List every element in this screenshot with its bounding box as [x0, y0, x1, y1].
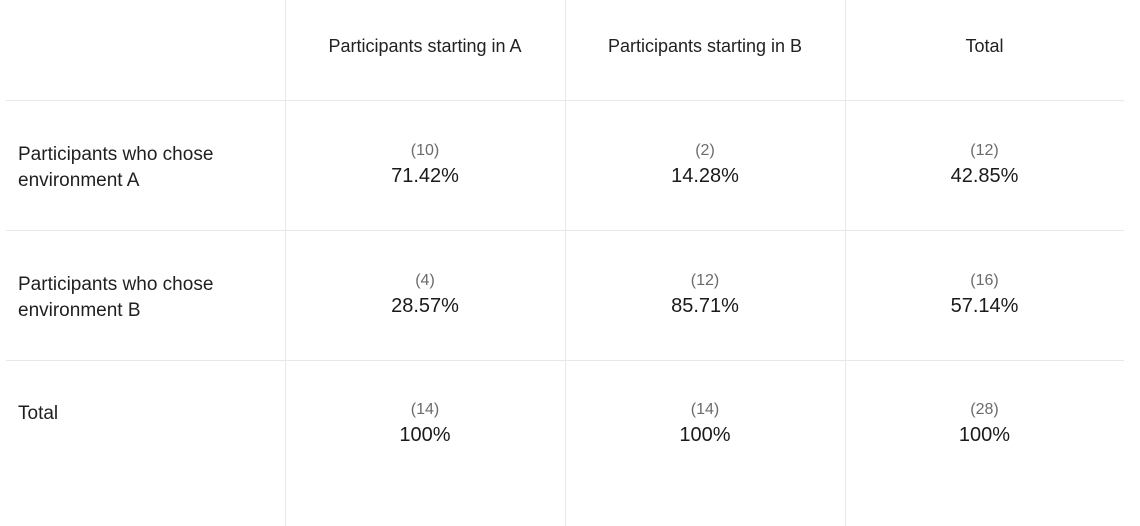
cell-count: (16): [970, 272, 999, 289]
table-cell: (28) 100%: [845, 361, 1124, 526]
cell-percent: 28.57%: [391, 295, 459, 317]
cell-percent: 57.14%: [950, 295, 1019, 317]
table-cell: (16) 57.14%: [845, 231, 1124, 360]
row-header-cell: Participants who chose environment A: [6, 101, 285, 230]
cell-count: (10): [410, 142, 440, 159]
cell-count: (14): [410, 401, 440, 418]
table-cell: (10) 71.42%: [285, 101, 565, 230]
cell-count: (28): [970, 401, 999, 418]
cell-percent: 100%: [399, 424, 451, 446]
cell-percent: 14.28%: [671, 165, 739, 187]
column-divider: [845, 0, 846, 526]
cell-percent: 100%: [679, 424, 731, 446]
row-header-cell: Total: [6, 361, 285, 526]
table-row-total: Total (14) 100% (14) 100% (28) 100%: [6, 361, 1124, 526]
table-cell: (12) 42.85%: [845, 101, 1124, 230]
cell-count: (12): [690, 272, 720, 289]
column-header-total: Total: [965, 35, 1004, 56]
row-divider: [6, 360, 1124, 361]
header-row: Participants starting in A Participants …: [6, 0, 1124, 100]
row-header-cell: Participants who chose environment B: [6, 231, 285, 360]
table-row-chose-b: Participants who chose environment B (4)…: [6, 231, 1124, 360]
cell-count: (12): [970, 142, 999, 159]
contingency-table: Participants starting in A Participants …: [6, 0, 1124, 526]
cell-percent: 100%: [958, 424, 1011, 446]
cell-percent: 71.42%: [391, 165, 459, 187]
table-row-chose-a: Participants who chose environment A (10…: [6, 101, 1124, 230]
row-label: Total: [18, 403, 59, 424]
cell-count: (4): [415, 272, 435, 289]
row-divider: [6, 230, 1124, 231]
cell-count: (2): [695, 142, 715, 159]
column-divider: [285, 0, 286, 526]
table-cell: (12) 85.71%: [565, 231, 845, 360]
column-divider: [565, 0, 566, 526]
cell-count: (14): [690, 401, 720, 418]
header-corner-cell: [6, 0, 285, 100]
table-cell: (4) 28.57%: [285, 231, 565, 360]
row-label: Participants who chose environment A: [18, 144, 214, 191]
cell-percent: 42.85%: [950, 165, 1019, 187]
row-divider: [6, 100, 1124, 101]
column-header-starting-b: Participants starting in B: [607, 35, 803, 56]
row-label: Participants who chose environment B: [18, 274, 214, 321]
column-header-starting-a: Participants starting in A: [328, 35, 522, 56]
table-cell: (2) 14.28%: [565, 101, 845, 230]
cell-percent: 85.71%: [671, 295, 739, 317]
table-cell: (14) 100%: [285, 361, 565, 526]
table-cell: (14) 100%: [565, 361, 845, 526]
